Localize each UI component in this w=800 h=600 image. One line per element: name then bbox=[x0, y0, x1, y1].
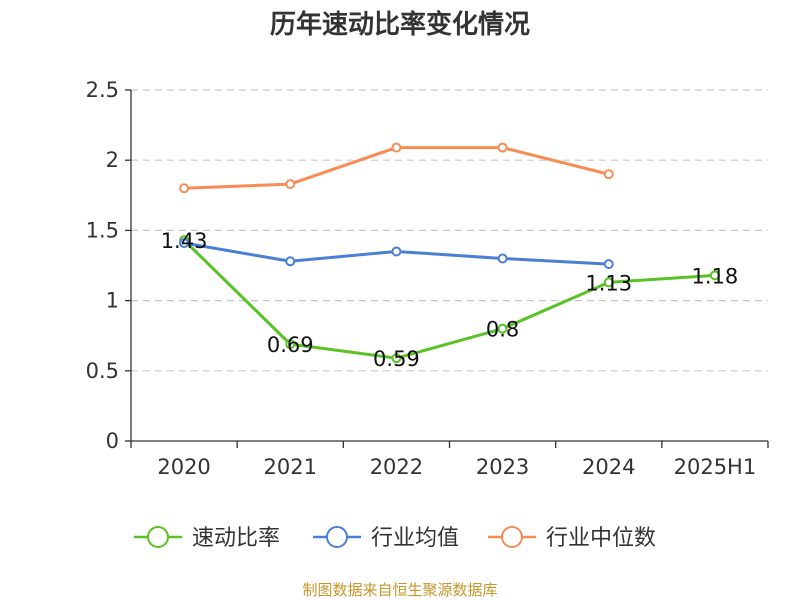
data-labels: 1.43 0.69 0.59 0.8 1.13 1.18 bbox=[161, 229, 739, 371]
data-point bbox=[391, 142, 402, 153]
data-point bbox=[603, 277, 614, 288]
source-note: 制图数据来自恒生聚源数据库 bbox=[302, 581, 497, 599]
data-point bbox=[497, 323, 508, 334]
y-tick-label: 2.5 bbox=[86, 78, 119, 102]
x-tick-label: 2022 bbox=[370, 455, 423, 479]
data-point bbox=[391, 353, 402, 364]
data-point bbox=[709, 270, 720, 281]
x-tick-label: 2025H1 bbox=[674, 455, 757, 479]
axes: 0 0.5 1 1.5 2 2.5 2020 2021 2022 2023 2024 2025H1 bbox=[86, 78, 769, 479]
x-tick-label: 2024 bbox=[582, 455, 635, 479]
data-point bbox=[603, 169, 614, 180]
data-point bbox=[179, 183, 190, 194]
legend-marker bbox=[501, 526, 523, 548]
data-point bbox=[603, 259, 614, 270]
data-point bbox=[179, 238, 190, 249]
series-line-0 bbox=[183, 239, 716, 360]
x-tick-label: 2020 bbox=[157, 455, 210, 479]
chart-title: 历年速动比率变化情况 bbox=[270, 9, 530, 40]
data-point bbox=[497, 142, 508, 153]
y-tick-label: 0.5 bbox=[86, 359, 119, 383]
series-group bbox=[179, 142, 720, 364]
data-point bbox=[285, 179, 296, 190]
data-label: 1.18 bbox=[692, 264, 739, 288]
legend-marker bbox=[326, 526, 348, 548]
data-label: 0.69 bbox=[267, 333, 314, 357]
data-label: 0.59 bbox=[373, 347, 420, 371]
legend-label: 行业均值 bbox=[371, 526, 459, 551]
data-label: 1.43 bbox=[161, 229, 208, 253]
data-label: 0.8 bbox=[486, 318, 519, 342]
legend-label: 速动比率 bbox=[192, 526, 280, 551]
y-tick-label: 0 bbox=[106, 429, 119, 453]
y-tick-label: 2 bbox=[106, 148, 119, 172]
legend-marker bbox=[147, 526, 169, 548]
data-point bbox=[285, 339, 296, 350]
legend: 速动比率 行业均值 行业中位数 bbox=[134, 526, 656, 551]
data-point bbox=[391, 246, 402, 257]
y-tick-label: 1 bbox=[106, 289, 119, 313]
data-point bbox=[285, 256, 296, 267]
data-point bbox=[497, 253, 508, 264]
x-tick-label: 2021 bbox=[264, 455, 317, 479]
y-tick-label: 1.5 bbox=[86, 218, 119, 242]
series-line-2 bbox=[184, 146, 610, 190]
legend-label: 行业中位数 bbox=[546, 526, 656, 551]
x-tick-label: 2023 bbox=[476, 455, 529, 479]
grid-lines bbox=[131, 89, 768, 372]
data-label: 1.13 bbox=[585, 271, 632, 295]
